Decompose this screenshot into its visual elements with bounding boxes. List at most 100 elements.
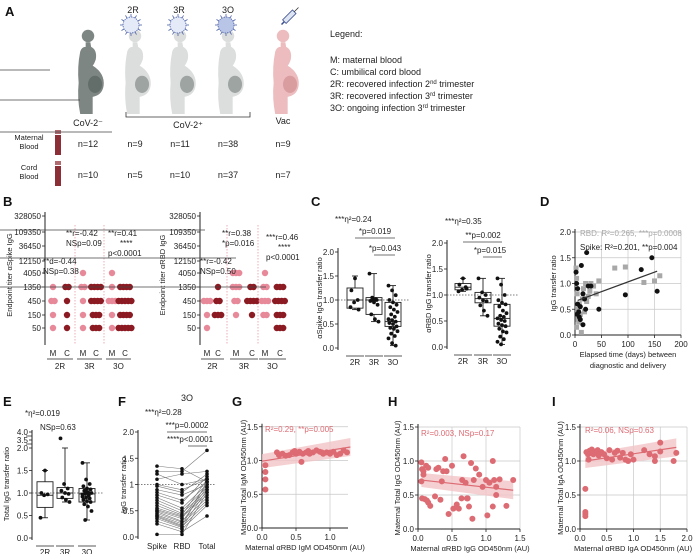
- blood-tube-icon: [55, 130, 61, 155]
- legend-item: M: maternal blood: [330, 55, 402, 65]
- pregnant-woman-figures: [78, 7, 299, 114]
- x-axis-label: Maternal αRBD IgG OD450nm (AU): [410, 544, 530, 553]
- legend-sup: nd: [430, 80, 437, 86]
- stat-annotation: NSp=0.63: [40, 423, 76, 432]
- tick-label: 1.0: [17, 489, 29, 498]
- pregnant-woman-icon: [125, 29, 151, 114]
- tick-label: 328050: [14, 212, 41, 221]
- data-point: [344, 449, 350, 456]
- data-point: [281, 297, 288, 305]
- stat-annotation: ***p=0.0002: [166, 421, 209, 430]
- x-axis-label: Maternal αRBD IgM OD450nm (AU): [245, 543, 365, 552]
- tick-label: 2.0: [323, 248, 335, 257]
- data-point: [216, 297, 223, 305]
- pregnant-woman-icon: [273, 29, 299, 114]
- n-count: n=9: [275, 139, 290, 149]
- x-tick-label: M: [204, 349, 211, 358]
- data-point: [476, 471, 483, 478]
- spike: [181, 31, 184, 35]
- stat-annotation: NSp=0.09: [66, 239, 102, 248]
- x-tick-label: 0.0: [412, 534, 424, 543]
- tick-label: 1.5: [17, 467, 29, 476]
- x-tick-label: 1.0: [324, 533, 336, 542]
- tick-label: 0.5: [403, 491, 415, 500]
- tick-label: 12150: [174, 257, 197, 266]
- y-axis-label: Endpoint titer αRBD IgG: [158, 235, 167, 316]
- spike-data-point: [638, 267, 644, 273]
- data-point: [180, 516, 184, 521]
- data-point: [66, 492, 71, 496]
- data-point: [392, 326, 396, 331]
- data-point: [265, 297, 272, 305]
- spike: [232, 19, 236, 22]
- y-axis-label: IgG transfer ratio: [119, 457, 128, 513]
- legend-title: Legend:: [330, 29, 363, 39]
- data-point: [489, 458, 496, 464]
- rbd-data-point: [577, 311, 583, 317]
- data-point: [291, 448, 298, 455]
- rbd-data-point: [574, 291, 580, 297]
- tick-label: 36450: [174, 242, 197, 251]
- tick-label: 1350: [23, 283, 41, 292]
- data-point: [155, 493, 159, 497]
- stat-annotation: ****: [278, 243, 290, 252]
- data-point: [460, 287, 464, 292]
- data-point: [180, 466, 184, 471]
- data-point: [298, 458, 305, 465]
- tick-label: 2.0: [560, 228, 572, 237]
- data-point: [51, 297, 58, 305]
- tick-label: 1.5: [565, 423, 577, 432]
- data-point: [443, 468, 450, 475]
- rbd-data-point: [580, 286, 586, 292]
- data-point: [88, 500, 93, 504]
- y-axis-label: αSpike IgG transfer ratio: [315, 257, 324, 338]
- legend-item: C: umbilical cord blood: [330, 67, 421, 77]
- cov-negative-label: CoV-2⁻: [73, 118, 103, 128]
- data-point: [205, 477, 209, 482]
- tick-label: 0.5: [247, 490, 259, 499]
- data-point: [425, 464, 432, 471]
- tick-label: 1.0: [432, 291, 444, 300]
- rbd-data-point: [588, 281, 594, 286]
- data-point: [619, 449, 626, 456]
- rbd-data-point: [641, 279, 647, 285]
- group-label: 2R: [207, 362, 217, 371]
- data-point: [393, 343, 398, 348]
- data-point: [432, 493, 438, 500]
- x-tick-label: M: [109, 349, 116, 358]
- data-point: [234, 297, 241, 305]
- x-tick-label: C: [215, 349, 221, 358]
- cov-positive-bracket: [125, 112, 251, 118]
- data-point: [155, 469, 159, 474]
- data-point: [418, 459, 425, 466]
- data-point: [392, 314, 397, 319]
- tick-label: 1: [130, 481, 135, 490]
- data-point: [305, 448, 312, 455]
- data-point: [128, 297, 135, 305]
- y-axis-label: αRBD IgG transfer ratio: [424, 254, 433, 333]
- data-point: [262, 486, 269, 493]
- data-point: [386, 283, 391, 288]
- data-point: [388, 325, 393, 330]
- box: [346, 287, 364, 309]
- data-point: [349, 288, 354, 293]
- data-point: [81, 497, 86, 502]
- data-point: [435, 464, 442, 471]
- x-axis-label: diagnostic and delivery: [590, 361, 667, 370]
- panel-letter-d: D: [540, 194, 549, 209]
- spike-data-point: [654, 288, 660, 294]
- data-point: [205, 448, 209, 453]
- data-point: [445, 511, 452, 518]
- x-tick-label: 3R: [60, 548, 70, 554]
- data-point: [155, 498, 159, 503]
- data-point: [263, 283, 270, 291]
- data-point: [60, 495, 65, 500]
- data-point: [155, 477, 159, 482]
- stat-annotation: R²=0.06, NSp=0.63: [585, 426, 654, 435]
- x-tick-label: 0.5: [290, 533, 302, 542]
- x-axis-label: Elapsed time (days) between: [580, 350, 677, 359]
- tick-label: 1.5: [432, 265, 444, 274]
- tick-label: 1.5: [247, 423, 259, 432]
- data-point: [49, 311, 57, 319]
- tick-label: 0.0: [403, 525, 415, 534]
